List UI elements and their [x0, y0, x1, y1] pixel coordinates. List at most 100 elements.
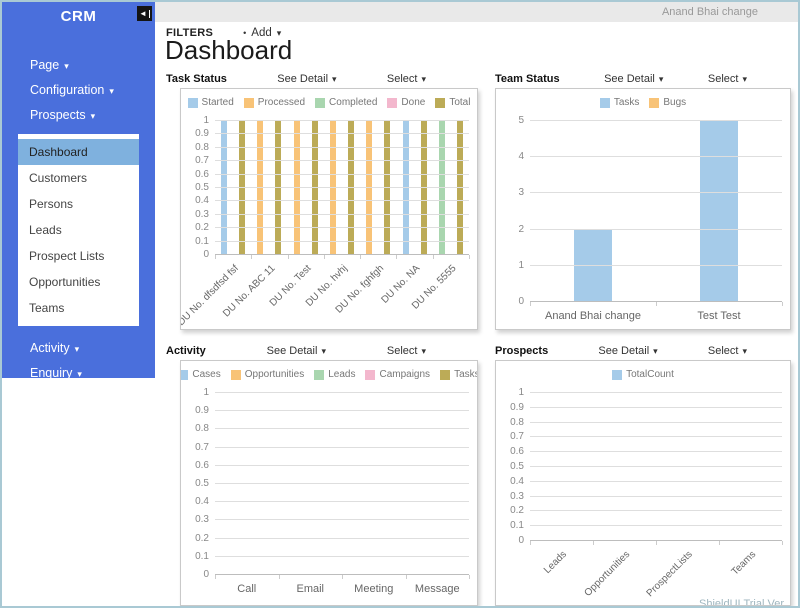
legend-item[interactable]: Opportunities [230, 369, 304, 380]
add-filter-button[interactable]: • Add ▾ [243, 27, 281, 39]
bar-total[interactable] [456, 121, 463, 255]
legend-label: TotalCount [626, 369, 674, 380]
topbar: Anand Bhai change [155, 2, 798, 22]
category-group [251, 121, 287, 255]
legend-item[interactable]: Tasks [440, 369, 477, 380]
sidebar-menu: Page ▾ Configuration ▾ Prospects ▾ Dashboar… [2, 53, 155, 386]
y-axis-tick-label: 0.8 [195, 141, 209, 153]
gridline [215, 446, 469, 448]
bar-total[interactable] [311, 121, 318, 255]
legend-item[interactable]: Completed [315, 97, 377, 108]
sidebar-item-teams[interactable]: Teams [29, 301, 65, 315]
x-axis-tick [215, 575, 216, 579]
chevron-down-icon: ▾ [658, 74, 664, 84]
gridline [530, 228, 782, 230]
gridline [215, 187, 469, 188]
x-axis-tick [593, 541, 594, 545]
see-detail-dropdown[interactable]: See Detail ▾ [266, 345, 326, 357]
bar-processed[interactable] [257, 121, 264, 255]
filters-bar: FILTERS • Add ▾ [166, 27, 281, 39]
sidebar-item-prospects[interactable]: Prospects ▾ [2, 103, 155, 128]
sidebar-item-prospect-lists[interactable]: Prospect Lists [29, 249, 105, 263]
legend-label: Cases [192, 369, 221, 380]
legend-item[interactable]: Campaigns [365, 369, 430, 380]
bar-started[interactable] [221, 121, 228, 255]
trial-watermark: ShieldUI Trial Ver [699, 598, 784, 606]
sidebar-item-activity[interactable]: Activity ▾ [2, 336, 155, 361]
bar-total[interactable] [275, 121, 282, 255]
gridline [215, 240, 469, 242]
x-axis-label: Test Test [697, 310, 741, 322]
sidebar-item-configuration[interactable]: Configuration ▾ [2, 78, 155, 103]
bar-started[interactable] [402, 121, 409, 255]
sidebar-item-persons[interactable]: Persons [29, 197, 74, 211]
gridline [530, 466, 782, 467]
select-dropdown[interactable]: Select ▾ [707, 345, 747, 357]
bar-processed[interactable] [366, 121, 373, 255]
legend-item[interactable]: Tasks [599, 97, 639, 108]
see-detail-dropdown[interactable]: See Detail ▾ [604, 73, 664, 85]
y-axis-tick-label: 0.5 [195, 182, 209, 193]
sidebar-item-enquiry[interactable]: Enquiry ▾ [2, 361, 155, 386]
activity-header: Activity See Detail ▾ Select ▾ [166, 343, 478, 359]
legend-swatch-icon [181, 369, 189, 380]
gridline [530, 480, 782, 482]
select-dropdown[interactable]: Select ▾ [386, 345, 426, 357]
legend-item[interactable]: Total [435, 97, 470, 108]
gridline [530, 301, 782, 302]
y-axis-tick-label: 0 [518, 296, 524, 307]
gridline [530, 510, 782, 512]
y-axis-tick-label: 2 [518, 223, 524, 235]
x-axis-label: Email [296, 583, 324, 595]
legend-item[interactable]: Bugs [649, 97, 686, 108]
x-axis-label: Call [237, 583, 257, 595]
bars-container [215, 121, 469, 255]
user-menu[interactable]: Anand Bhai change [661, 6, 758, 18]
y-axis-tick-label: 1 [203, 115, 209, 126]
sidebar-item-customers[interactable]: Customers [29, 171, 88, 185]
legend-item[interactable]: TotalCount [612, 369, 674, 380]
y-axis-tick-label: 0.3 [195, 514, 209, 526]
sidebar-item-page[interactable]: Page ▾ [2, 53, 155, 78]
x-axis-tick [278, 575, 280, 579]
select-dropdown[interactable]: Select ▾ [707, 73, 747, 85]
bar-completed[interactable] [438, 121, 445, 255]
sidebar-collapse-button[interactable]: ◄ [137, 6, 152, 21]
x-axis-labels: Anand Bhai change Test Test [530, 302, 782, 329]
bar-tasks[interactable] [700, 121, 738, 302]
chart-legend: Cases Opportunities Leads Campaigns Tasks [181, 369, 477, 380]
legend-item[interactable]: Leads [314, 369, 355, 380]
sidebar-item-opportunities[interactable]: Opportunities [29, 275, 101, 289]
x-axis-label: Meeting [354, 583, 394, 595]
bar-total[interactable] [420, 121, 427, 255]
bar-total[interactable] [384, 121, 391, 255]
sidebar-item-dashboard[interactable]: Dashboard [18, 139, 139, 165]
bar-total[interactable] [239, 121, 246, 255]
legend-item[interactable]: Cases [181, 369, 221, 380]
plot-grid: Leads Opportunities ProspectLists Teams [530, 392, 783, 599]
bar-processed[interactable] [329, 121, 336, 255]
gridline [215, 213, 469, 215]
gridline [215, 133, 469, 135]
sidebar-item-leads[interactable]: Leads [29, 223, 62, 237]
see-detail-dropdown[interactable]: See Detail ▾ [598, 345, 658, 357]
plot-area: 0 1 2 3 4 5 Anand Bhai change Test Test [504, 116, 783, 322]
select-dropdown[interactable]: Select ▾ [386, 73, 426, 85]
legend-item[interactable]: Started [187, 97, 234, 108]
legend-label: Done [401, 97, 426, 108]
category-group [406, 393, 470, 575]
panel-title: Prospects [495, 345, 549, 357]
chart-legend: TotalCount [496, 369, 790, 380]
category-group [530, 121, 656, 302]
see-detail-dropdown[interactable]: See Detail ▾ [277, 73, 337, 85]
legend-item[interactable]: Done [387, 97, 425, 108]
x-axis-label: DU No. dfsdfsd fsf [180, 263, 241, 329]
x-axis-tick [469, 575, 470, 579]
y-axis: 0 0.1 0.2 0.3 0.4 0.5 0.6 0.7 0.8 0.9 1 [189, 116, 215, 260]
bar-processed[interactable] [293, 121, 300, 255]
y-axis-tick-label: 0.8 [195, 423, 209, 435]
legend-swatch-icon [243, 97, 254, 108]
bar-total[interactable] [347, 121, 354, 255]
legend-item[interactable]: Processed [243, 97, 305, 108]
sidebar-item-label: Page [30, 58, 60, 72]
